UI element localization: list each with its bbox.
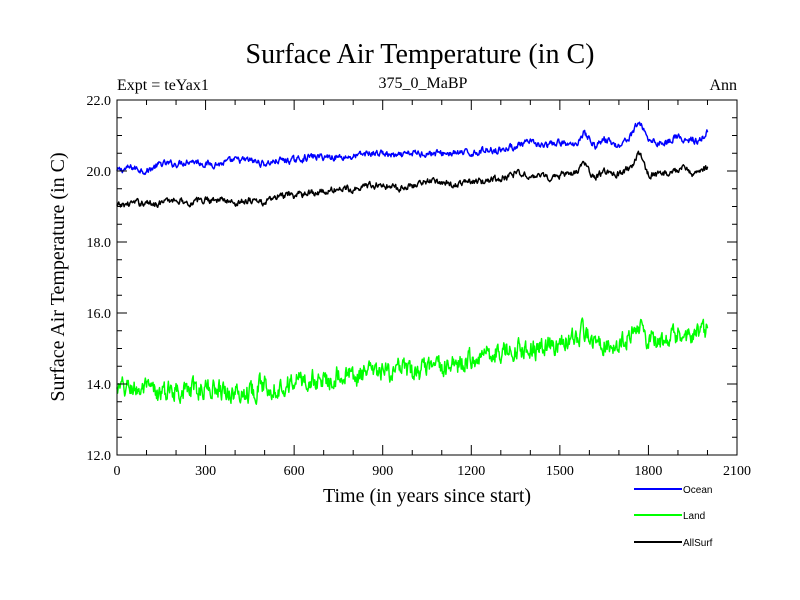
legend-land-label: Land xyxy=(683,511,705,522)
x-tick-label: 600 xyxy=(284,464,305,479)
x-tick-label: 300 xyxy=(195,464,216,479)
x-tick-label: 1200 xyxy=(457,464,485,479)
axis-layer xyxy=(116,99,738,456)
x-axis-label: Time (in years since start) xyxy=(323,485,531,507)
series-line-land xyxy=(116,317,709,405)
plot-frame xyxy=(116,99,738,456)
x-tick-label: 2100 xyxy=(723,464,751,479)
series-line-allsurf xyxy=(116,150,709,209)
y-tick-label: 18.0 xyxy=(87,236,112,251)
x-tick-label: 1500 xyxy=(546,464,574,479)
series-line-ocean xyxy=(116,121,709,176)
labels-layer: 0 300 600 900 1200 1500 1800 2100 12.0 14.0 16.0 18… xyxy=(87,94,752,479)
y-tick-label: 20.0 xyxy=(87,165,112,180)
experiment-label: Expt = teYax1 xyxy=(117,77,209,94)
legend-allsurf-label: AllSurf xyxy=(683,538,713,549)
x-tick-label: 900 xyxy=(372,464,393,479)
y-tick-label: 16.0 xyxy=(87,307,112,322)
y-tick-label: 22.0 xyxy=(87,94,112,109)
y-tick-label: 14.0 xyxy=(87,378,112,393)
legend: Ocean Land AllSurf xyxy=(634,485,713,549)
x-tick-label: 1800 xyxy=(634,464,662,479)
x-tick-label: 0 xyxy=(114,464,121,479)
series-layer xyxy=(116,121,709,405)
y-axis-label: Surface Air Temperature (in C) xyxy=(47,152,69,401)
chart-title: Surface Air Temperature (in C) xyxy=(246,39,595,70)
legend-ocean-label: Ocean xyxy=(683,485,712,496)
chart-subtitle: 375_0_MaBP xyxy=(379,75,468,92)
season-label: Ann xyxy=(709,77,737,94)
y-tick-label: 12.0 xyxy=(87,449,112,464)
